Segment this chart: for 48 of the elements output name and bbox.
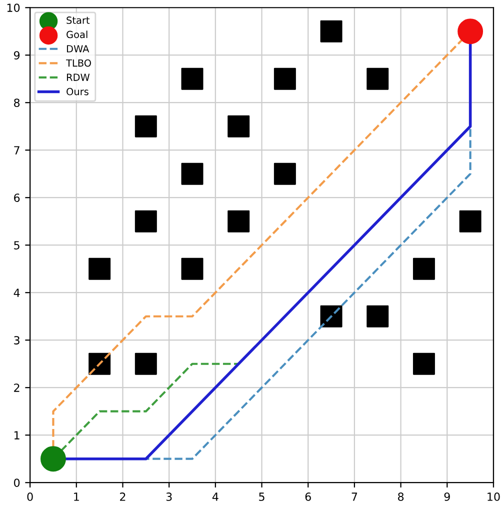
- x-tick-label: 9: [444, 492, 450, 501]
- x-tick-label: 10: [488, 492, 500, 501]
- point: [228, 115, 250, 138]
- point: [274, 68, 296, 90]
- y-tick-label: 1: [14, 431, 20, 440]
- x-tick-label: 4: [212, 492, 218, 501]
- legend-label: Ours: [66, 88, 88, 96]
- x-tick-label: 3: [166, 492, 172, 501]
- y-tick-label: 9: [14, 51, 20, 60]
- y-tick-label: 2: [14, 384, 20, 392]
- point: [366, 68, 389, 90]
- point: [320, 305, 342, 328]
- x-tick-label: 6: [305, 492, 311, 501]
- y-tick-label: 0: [14, 478, 20, 487]
- point: [134, 210, 157, 232]
- point: [320, 20, 342, 42]
- legend-label: Goal: [66, 30, 88, 38]
- x-tick-label: 8: [398, 492, 404, 501]
- y-tick-label: 3: [14, 336, 20, 344]
- point: [458, 18, 484, 44]
- point: [181, 258, 204, 280]
- y-tick-label: 10: [7, 4, 20, 12]
- point: [134, 115, 157, 138]
- point: [40, 446, 66, 472]
- point: [366, 305, 389, 328]
- x-tick-label: 5: [259, 492, 264, 501]
- point: [88, 258, 111, 280]
- point: [134, 352, 157, 375]
- y-tick-label: 8: [14, 98, 20, 107]
- y-tick-label: 4: [14, 288, 20, 297]
- point: [459, 210, 482, 232]
- point: [412, 258, 435, 280]
- point: [274, 162, 296, 185]
- point: [181, 162, 204, 185]
- point: [228, 210, 250, 232]
- y-tick-label: 7: [14, 146, 20, 154]
- legend-label: TLBO: [66, 59, 91, 67]
- x-tick-label: 1: [74, 492, 79, 501]
- y-tick-label: 6: [14, 194, 20, 202]
- x-tick-label: 7: [352, 492, 358, 501]
- legend-label: DWA: [66, 45, 90, 52]
- legend-label: Start: [66, 16, 90, 24]
- point: [181, 68, 204, 90]
- x-tick-label: 2: [120, 492, 126, 501]
- legend-label: RDW: [66, 74, 90, 81]
- y-tick-label: 5: [14, 241, 20, 250]
- point: [412, 352, 435, 375]
- x-tick-label: 0: [27, 492, 33, 501]
